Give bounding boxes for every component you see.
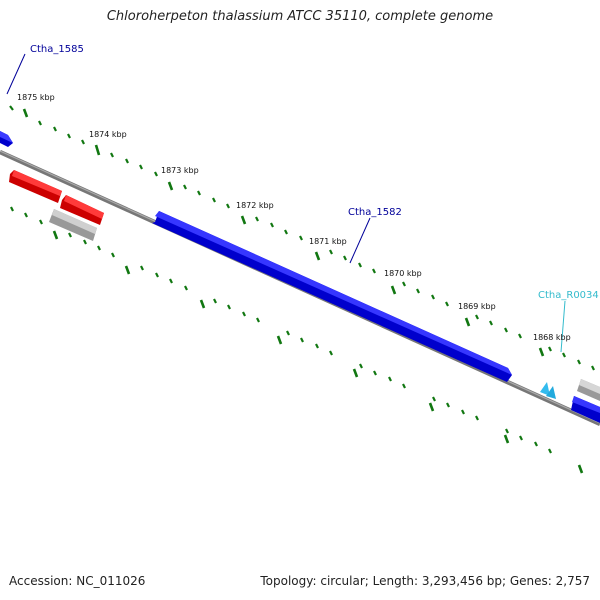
cds-ctha-1585[interactable]	[0, 131, 13, 147]
cds-ctha-1582[interactable]	[152, 211, 512, 382]
cds-reverse-1[interactable]	[9, 170, 62, 203]
rna-ctha-r0034[interactable]	[540, 382, 556, 399]
kbp-label-1873: 1873 kbp	[161, 166, 199, 175]
pseudogene-1[interactable]	[49, 209, 97, 241]
gene-label-ctha-r0034[interactable]: Ctha_R0034	[538, 290, 599, 301]
kbp-label-1872: 1872 kbp	[236, 201, 274, 210]
ctha-r0034-leader	[560, 300, 566, 353]
cds-right-edge[interactable]	[571, 396, 600, 423]
gene-label-ctha-1585[interactable]: Ctha_1585	[30, 44, 84, 55]
inner-tick-ring	[10, 206, 584, 474]
kbp-label-1875: 1875 kbp	[17, 93, 55, 102]
genome-title: Chloroherpeton thalassium ATCC 35110, co…	[106, 9, 494, 24]
gene-label-ctha-1582[interactable]: Ctha_1582	[348, 207, 402, 218]
kbp-label-1871: 1871 kbp	[309, 237, 347, 246]
ctha-1582-leader	[349, 217, 371, 264]
ctha-1585-leader	[6, 53, 26, 95]
topology-text: Topology: circular; Length: 3,293,456 bp…	[260, 574, 590, 588]
pseudogene-2[interactable]	[577, 379, 600, 401]
kbp-label-1870: 1870 kbp	[384, 269, 422, 278]
kbp-label-1874: 1874 kbp	[89, 130, 127, 139]
kbp-label-1868: 1868 kbp	[533, 333, 571, 342]
outer-tick-ring	[9, 105, 595, 371]
accession-text: Accession: NC_011026	[9, 574, 146, 588]
cds-reverse-2[interactable]	[60, 195, 104, 225]
kbp-label-1869: 1869 kbp	[458, 302, 496, 311]
